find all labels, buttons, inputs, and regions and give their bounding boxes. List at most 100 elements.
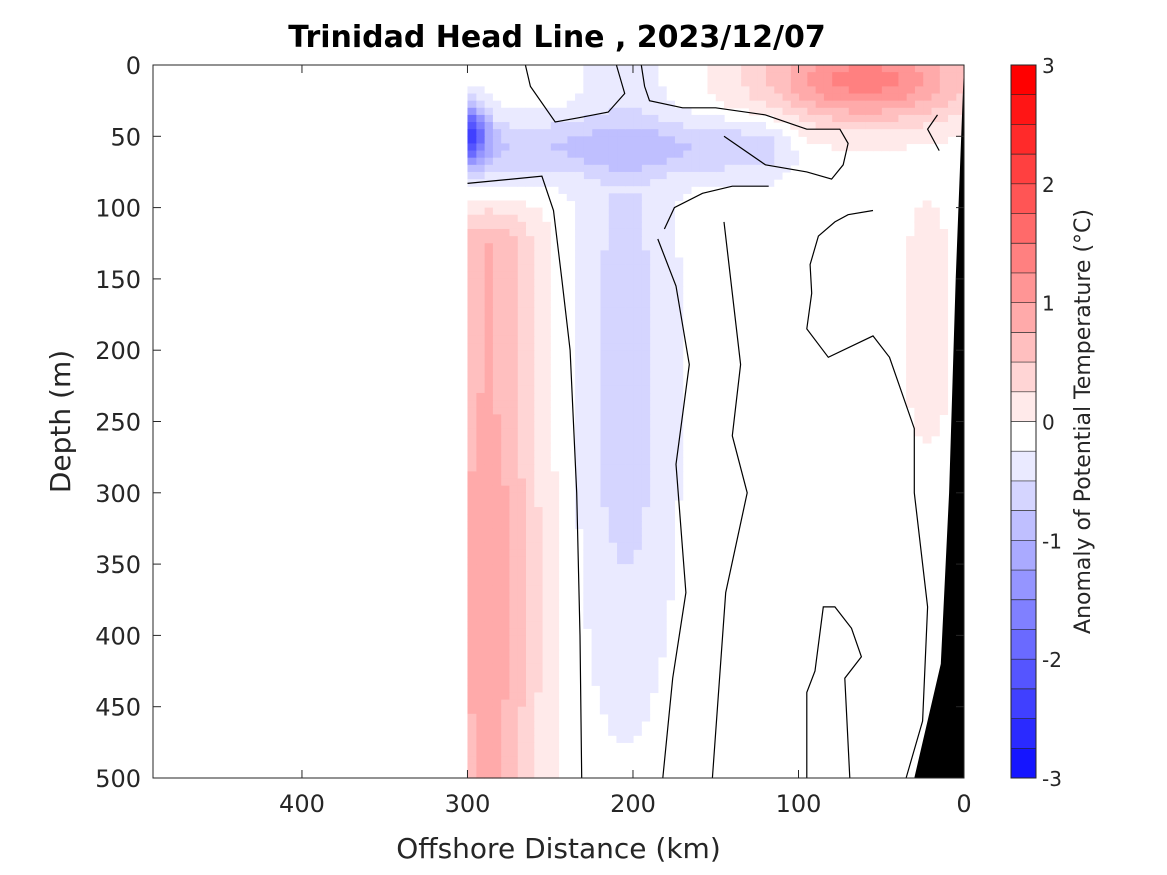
field-cell xyxy=(641,364,651,373)
field-cell xyxy=(583,300,593,309)
field-cell xyxy=(649,571,659,579)
field-cell xyxy=(541,171,551,180)
field-cell xyxy=(583,521,593,530)
field-cell xyxy=(815,136,824,145)
field-cell xyxy=(467,628,477,636)
field-cell xyxy=(674,150,684,159)
field-cell xyxy=(806,72,816,80)
field-cell xyxy=(575,471,584,480)
field-cell xyxy=(649,236,659,244)
field-cell xyxy=(484,221,493,230)
x-axis-title: Offshore Distance (km) xyxy=(396,832,721,865)
field-cell xyxy=(806,100,816,109)
field-cell xyxy=(508,471,518,480)
field-cell xyxy=(864,86,874,95)
field-cell xyxy=(657,635,667,644)
field-cell xyxy=(583,599,593,608)
field-cell xyxy=(583,471,593,480)
field-cell xyxy=(657,207,667,216)
field-cell xyxy=(599,214,609,223)
field-cell xyxy=(599,571,609,579)
field-cell xyxy=(632,585,642,594)
field-cell xyxy=(657,485,667,494)
field-cell xyxy=(467,692,477,701)
field-cell xyxy=(533,428,543,437)
field-cell xyxy=(624,114,634,123)
field-cell xyxy=(666,435,675,444)
field-cell xyxy=(525,742,535,751)
field-cell xyxy=(765,129,775,137)
field-cell xyxy=(508,649,518,658)
field-cell xyxy=(484,100,493,109)
field-cell xyxy=(599,129,609,137)
field-cell xyxy=(608,656,618,665)
field-cell xyxy=(649,535,659,544)
field-cell xyxy=(790,79,800,87)
field-cell xyxy=(583,592,593,601)
field-cell xyxy=(914,314,924,323)
field-cell xyxy=(608,678,618,686)
field-cell xyxy=(699,164,709,173)
field-cell xyxy=(773,100,783,109)
field-cell xyxy=(484,136,493,145)
field-cell xyxy=(624,735,634,743)
field-cell xyxy=(616,578,626,587)
field-cell xyxy=(517,649,526,658)
field-cell xyxy=(484,763,493,772)
field-cell xyxy=(666,150,675,159)
field-cell xyxy=(591,478,601,487)
field-cell xyxy=(583,65,593,73)
field-cell xyxy=(475,720,485,729)
field-cell xyxy=(500,450,510,458)
field-cell xyxy=(566,107,576,116)
field-cell xyxy=(773,86,783,95)
field-cell xyxy=(591,79,601,87)
field-cell xyxy=(525,528,535,537)
field-cell xyxy=(657,86,667,95)
field-cell xyxy=(632,592,642,601)
field-cell xyxy=(475,150,485,159)
field-cell xyxy=(823,129,833,137)
field-cell xyxy=(666,350,675,358)
field-cell xyxy=(922,264,932,273)
field-cell xyxy=(475,649,485,658)
field-cell xyxy=(682,129,692,137)
field-cell xyxy=(624,414,634,423)
field-cell xyxy=(467,514,477,522)
field-cell xyxy=(624,678,634,686)
field-cell xyxy=(533,535,543,544)
field-cell xyxy=(525,271,535,280)
x-tick-label: 200 xyxy=(610,790,656,818)
field-cell xyxy=(649,635,659,644)
field-cell xyxy=(608,421,618,430)
field-cell xyxy=(467,521,477,530)
field-cell xyxy=(591,107,601,116)
field-cell xyxy=(475,414,485,423)
field-cell xyxy=(914,65,924,73)
field-cell xyxy=(608,193,618,202)
field-cell xyxy=(492,150,502,159)
field-cell xyxy=(484,614,493,622)
field-cell xyxy=(872,114,882,123)
field-cell xyxy=(632,164,642,173)
field-cell xyxy=(831,86,841,95)
field-cell xyxy=(525,671,535,679)
field-cell xyxy=(500,129,510,137)
field-cell xyxy=(798,129,808,137)
field-cell xyxy=(484,414,493,423)
field-cell xyxy=(914,300,924,309)
field-cell xyxy=(475,592,485,601)
field-cell xyxy=(666,278,675,287)
field-cell xyxy=(649,478,659,487)
field-cell xyxy=(649,264,659,273)
field-cell xyxy=(484,770,493,779)
field-cell xyxy=(500,278,510,287)
field-cell xyxy=(517,571,526,579)
field-cell xyxy=(575,93,584,102)
field-cell xyxy=(649,407,659,415)
field-cell xyxy=(624,150,634,159)
field-cell xyxy=(641,435,651,444)
field-cell xyxy=(591,678,601,686)
field-cell xyxy=(657,528,667,537)
field-cell xyxy=(707,179,717,187)
